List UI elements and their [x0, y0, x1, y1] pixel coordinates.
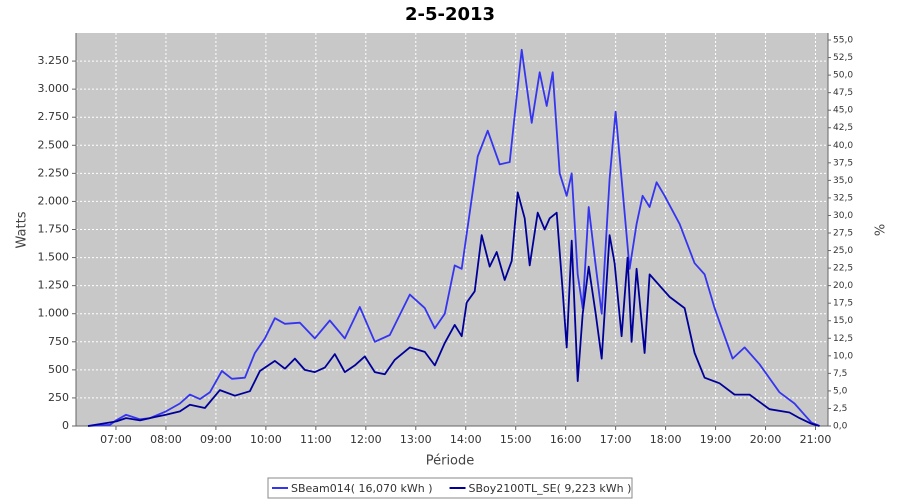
x-tick-label: 14:00 [450, 433, 482, 446]
legend-label: SBeam014( 16,070 kWh ) [291, 482, 433, 495]
x-axis-label: Période [426, 454, 475, 469]
y2-tick-label: 37,5 [833, 158, 853, 168]
y-tick-label: 1.750 [38, 223, 70, 236]
y2-tick-label: 52,5 [833, 53, 853, 63]
y-tick-label: 0 [62, 419, 69, 432]
y2-tick-label: 0,0 [833, 422, 848, 432]
y2-tick-label: 17,5 [833, 299, 853, 309]
x-tick-label: 10:00 [250, 433, 282, 446]
y-tick-label: 2.500 [38, 138, 70, 151]
y2-tick-label: 20,0 [833, 281, 853, 291]
series-line [87, 48, 820, 427]
y-tick-label: 2.250 [38, 166, 70, 179]
x-tick-label: 20:00 [750, 433, 782, 446]
y2-tick-label: 47,5 [833, 88, 853, 98]
y-axis-label: Watts [15, 211, 30, 248]
x-tick-label: 18:00 [650, 433, 682, 446]
y2-tick-label: 32,5 [833, 193, 853, 203]
y2-tick-label: 2,5 [833, 404, 847, 414]
y2-tick-label: 22,5 [833, 264, 853, 274]
x-tick-label: 11:00 [300, 433, 332, 446]
y2-tick-label: 35,0 [833, 176, 853, 186]
y-tick-label: 250 [48, 391, 69, 404]
y2-tick-label: 7,5 [833, 369, 847, 379]
x-tick-label: 09:00 [200, 433, 232, 446]
y-tick-label: 1.000 [38, 307, 70, 320]
chart-title: 2-5-2013 [405, 4, 495, 25]
y-tick-label: 2.000 [38, 194, 70, 207]
y2-tick-label: 27,5 [833, 229, 853, 239]
x-tick-label: 17:00 [600, 433, 632, 446]
y-tick-label: 1.500 [38, 251, 70, 264]
x-tick-label: 16:00 [550, 433, 582, 446]
y2-tick-label: 50,0 [833, 71, 853, 81]
x-tick-label: 08:00 [150, 433, 182, 446]
y2-tick-label: 55,0 [833, 36, 853, 46]
y2-tick-label: 45,0 [833, 106, 853, 116]
x-tick-label: 21:00 [800, 433, 832, 446]
y-tick-label: 2.750 [38, 110, 70, 123]
y2-tick-label: 12,5 [833, 334, 853, 344]
y-tick-label: 3.250 [38, 54, 70, 67]
x-tick-label: 07:00 [100, 433, 132, 446]
y2-tick-label: 30,0 [833, 211, 853, 221]
x-tick-label: 15:00 [500, 433, 532, 446]
y-tick-label: 1.250 [38, 279, 70, 292]
y-tick-label: 3.000 [38, 82, 70, 95]
x-tick-label: 13:00 [400, 433, 432, 446]
y2-tick-label: 10,0 [833, 351, 853, 361]
y2-tick-label: 25,0 [833, 246, 853, 256]
series-line [87, 191, 820, 427]
x-tick-label: 12:00 [350, 433, 382, 446]
y2-tick-label: 15,0 [833, 316, 853, 326]
y2-tick-label: 42,5 [833, 123, 853, 133]
y2-tick-label: 5,0 [833, 386, 848, 396]
x-tick-label: 19:00 [700, 433, 732, 446]
legend-label: SBoy2100TL_SE( 9,223 kWh ) [469, 482, 632, 495]
y-tick-label: 750 [48, 335, 69, 348]
y2-axis-label: % [874, 224, 889, 236]
y2-tick-label: 40,0 [833, 141, 853, 151]
y-tick-label: 500 [48, 363, 69, 376]
